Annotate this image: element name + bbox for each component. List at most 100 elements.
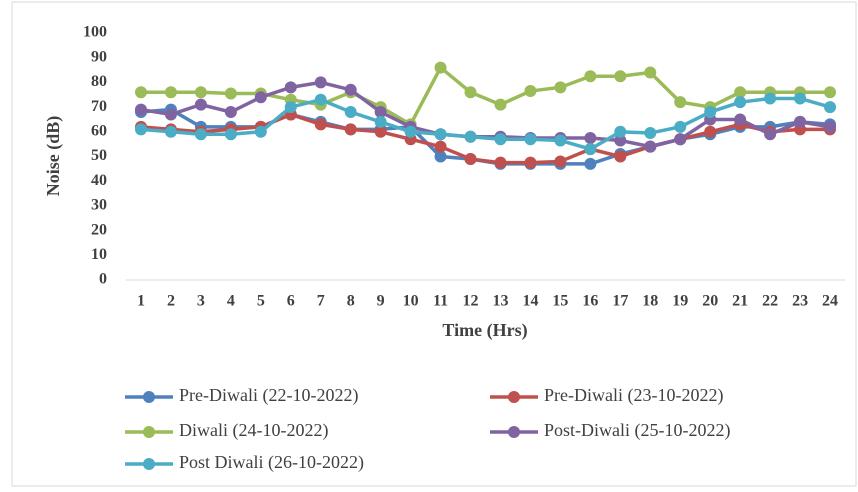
data-point <box>284 101 297 114</box>
data-point <box>824 101 837 114</box>
data-point <box>464 152 477 165</box>
legend-label: Post-Diwali (25-10-2022) <box>544 420 730 441</box>
x-tick-label: 20 <box>702 293 718 310</box>
data-point <box>674 120 687 133</box>
y-tick-label: 60 <box>91 122 107 139</box>
data-point <box>614 134 627 147</box>
y-tick-label: 70 <box>91 98 107 115</box>
data-point <box>674 96 687 109</box>
data-point <box>134 86 147 99</box>
data-point <box>224 106 237 119</box>
series-line <box>140 64 831 127</box>
x-tick-label: 3 <box>197 293 205 310</box>
data-point <box>764 128 777 141</box>
data-point <box>164 125 177 138</box>
data-point <box>314 118 327 131</box>
data-point <box>644 127 657 140</box>
x-tick-label: 7 <box>317 293 325 310</box>
data-point <box>524 156 537 169</box>
x-axis-label: Time (Hrs) <box>442 320 527 341</box>
data-point <box>644 66 657 79</box>
y-tick-label: 90 <box>91 48 107 65</box>
legend-marker <box>508 391 520 403</box>
data-point <box>434 61 447 74</box>
x-tick-label: 24 <box>822 293 838 310</box>
data-point <box>584 157 597 170</box>
data-point <box>434 140 447 153</box>
x-tick-label: 23 <box>792 293 808 310</box>
y-tick-label: 30 <box>91 197 107 214</box>
data-point <box>284 81 297 94</box>
data-point <box>584 131 597 144</box>
y-tick-label: 80 <box>91 73 107 90</box>
data-point <box>794 92 807 105</box>
data-point <box>314 93 327 106</box>
y-tick-label: 40 <box>91 172 107 189</box>
x-tick-label: 15 <box>552 293 568 310</box>
data-point <box>734 113 747 126</box>
data-point <box>164 86 177 99</box>
x-tick-label: 6 <box>287 293 295 310</box>
data-point <box>254 91 267 104</box>
y-tick-label: 0 <box>99 271 107 288</box>
legend-marker <box>143 426 155 438</box>
data-point <box>584 70 597 83</box>
x-tick-label: 1 <box>137 293 145 310</box>
data-point <box>434 150 447 163</box>
data-point <box>404 125 417 138</box>
y-tick-label: 10 <box>91 246 107 263</box>
data-point <box>674 133 687 146</box>
legend-marker <box>143 458 155 470</box>
data-point <box>494 133 507 146</box>
y-tick-label: 50 <box>91 147 107 164</box>
data-point <box>344 106 357 119</box>
data-point <box>464 130 477 143</box>
x-tick-label: 11 <box>433 293 448 310</box>
x-tick-label: 12 <box>463 293 479 310</box>
data-point <box>524 85 537 98</box>
legend-marker <box>143 391 155 403</box>
data-point <box>224 128 237 141</box>
data-point <box>494 156 507 169</box>
data-point <box>194 86 207 99</box>
data-point <box>554 81 567 94</box>
x-tick-label: 19 <box>672 293 688 310</box>
data-point <box>584 143 597 156</box>
legend-label: Pre-Diwali (22-10-2022) <box>179 385 358 406</box>
x-tick-label: 14 <box>522 293 538 310</box>
data-point <box>254 125 267 138</box>
data-point <box>824 86 837 99</box>
data-point <box>524 133 537 146</box>
data-point <box>794 115 807 128</box>
data-point <box>344 123 357 136</box>
data-point <box>554 134 567 147</box>
x-tick-label: 2 <box>167 293 175 310</box>
x-tick-label: 22 <box>762 293 778 310</box>
data-point <box>734 86 747 99</box>
data-point <box>614 150 627 163</box>
x-tick-label: 5 <box>257 293 265 310</box>
data-point <box>344 83 357 96</box>
x-tick-label: 13 <box>492 293 508 310</box>
legend-label: Pre-Diwali (23-10-2022) <box>544 385 723 406</box>
legend-label: Post Diwali (26-10-2022) <box>179 452 364 473</box>
data-point <box>374 106 387 119</box>
x-tick-label: 8 <box>347 293 355 310</box>
data-point <box>464 86 477 99</box>
data-point <box>704 106 717 119</box>
data-point <box>194 98 207 111</box>
data-point <box>434 128 447 141</box>
data-point <box>614 125 627 138</box>
data-point <box>494 98 507 111</box>
data-point <box>374 125 387 138</box>
data-point <box>134 123 147 136</box>
data-point <box>824 120 837 133</box>
data-point <box>194 128 207 141</box>
data-point <box>314 76 327 89</box>
data-point <box>224 87 237 100</box>
data-point <box>764 92 777 105</box>
chart-border <box>11 1 857 487</box>
x-tick-label: 4 <box>227 293 235 310</box>
data-point <box>644 140 657 153</box>
